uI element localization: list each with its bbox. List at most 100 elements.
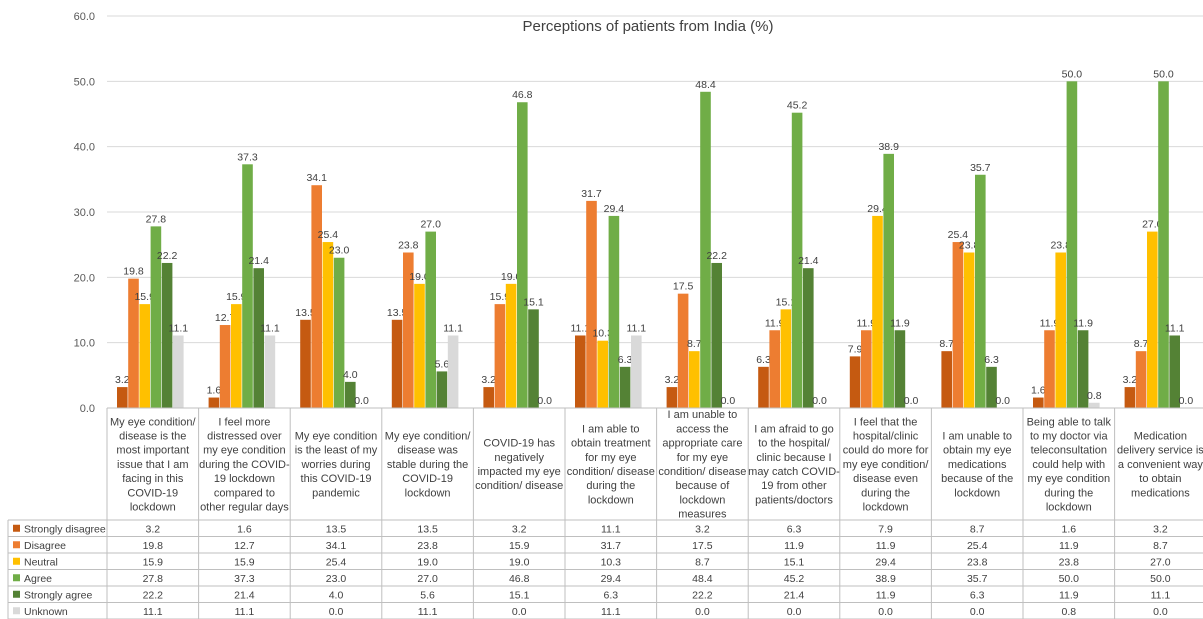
data-label: 29.4 bbox=[867, 203, 888, 215]
data-label: 19.0 bbox=[501, 271, 522, 283]
bar bbox=[505, 283, 517, 408]
table-cell: 29.4 bbox=[601, 573, 622, 585]
category-label: I am able to obtain treatment for my eye co… bbox=[567, 423, 655, 506]
table-cell: 0.8 bbox=[1061, 606, 1076, 618]
table-cell: 15.1 bbox=[784, 556, 805, 568]
y-tick-label: 10.0 bbox=[74, 338, 95, 350]
table-cell: 11.1 bbox=[1151, 589, 1171, 601]
table-cell: 8.7 bbox=[970, 523, 985, 535]
table-cell: 31.7 bbox=[601, 540, 622, 552]
bar bbox=[963, 252, 975, 408]
bar bbox=[1033, 397, 1044, 408]
bar bbox=[941, 351, 952, 408]
y-tick-label: 0.0 bbox=[80, 403, 95, 415]
data-label: 3.2 bbox=[665, 374, 680, 386]
table-cell: 11.1 bbox=[601, 523, 621, 535]
y-tick-label: 20.0 bbox=[74, 272, 95, 284]
data-label: 22.2 bbox=[706, 250, 727, 262]
table-cell: 23.0 bbox=[326, 573, 347, 585]
bar bbox=[677, 293, 689, 408]
table-cell: 21.4 bbox=[234, 589, 255, 601]
bar bbox=[597, 340, 608, 408]
table-cell: 8.7 bbox=[1153, 540, 1168, 552]
table-cell: 38.9 bbox=[875, 573, 896, 585]
bar bbox=[586, 200, 597, 408]
bar bbox=[425, 231, 436, 408]
data-label: 1.6 bbox=[1031, 385, 1046, 397]
table-cell: 7.9 bbox=[878, 523, 893, 535]
legend-label: Neutral bbox=[24, 556, 58, 568]
data-label: 23.8 bbox=[398, 240, 419, 252]
bar bbox=[322, 242, 334, 408]
table-cell: 11.9 bbox=[876, 540, 896, 552]
category-label: My eye condition/disease is the most impo… bbox=[110, 416, 197, 513]
bar bbox=[300, 319, 311, 408]
data-label: 13.5 bbox=[387, 307, 408, 319]
table-cell: 0.0 bbox=[878, 606, 893, 618]
bar bbox=[447, 335, 459, 408]
table-cell: 25.4 bbox=[326, 556, 347, 568]
bar bbox=[986, 366, 997, 408]
data-label: 31.7 bbox=[581, 188, 602, 200]
table-cell: 5.6 bbox=[420, 589, 435, 601]
data-label: 0.0 bbox=[812, 395, 827, 407]
data-label: 0.0 bbox=[995, 395, 1010, 407]
bar bbox=[128, 278, 139, 408]
data-label: 34.1 bbox=[306, 172, 327, 184]
table-cell: 12.7 bbox=[234, 540, 255, 552]
table-cell: 35.7 bbox=[967, 573, 988, 585]
table-cell: 19.0 bbox=[417, 556, 438, 568]
data-label: 6.3 bbox=[984, 354, 999, 366]
table-cell: 37.3 bbox=[234, 573, 255, 585]
data-label: 1.6 bbox=[207, 385, 222, 397]
bar bbox=[1066, 81, 1078, 408]
data-label: 21.4 bbox=[798, 255, 819, 267]
data-label: 12.7 bbox=[215, 312, 236, 324]
bar bbox=[1055, 252, 1066, 408]
category-label: Medication delivery service is a convenien… bbox=[1117, 431, 1203, 500]
table-cell: 15.9 bbox=[234, 556, 255, 568]
data-label: 19.8 bbox=[123, 266, 144, 278]
category-label: I am afraid to go to the hospital/clinic … bbox=[748, 423, 840, 506]
data-label: 27.0 bbox=[420, 219, 441, 231]
legend-label: Disagree bbox=[24, 540, 66, 552]
table-cell: 6.3 bbox=[787, 523, 802, 535]
bar bbox=[1169, 335, 1180, 408]
data-label: 4.0 bbox=[343, 369, 358, 381]
table-cell: 15.9 bbox=[509, 540, 530, 552]
table-cell: 27.0 bbox=[417, 573, 438, 585]
data-label: 6.3 bbox=[756, 354, 771, 366]
table-cell: 11.9 bbox=[784, 540, 804, 552]
data-label: 0.0 bbox=[537, 395, 552, 407]
legend-swatch bbox=[13, 541, 20, 549]
bar bbox=[436, 371, 448, 408]
data-label: 11.9 bbox=[765, 317, 785, 329]
data-label: 0.0 bbox=[1179, 395, 1194, 407]
data-label: 11.9 bbox=[1040, 317, 1060, 329]
bar bbox=[414, 283, 425, 408]
table-cell: 0.0 bbox=[512, 606, 527, 618]
data-label: 50.0 bbox=[1153, 68, 1174, 80]
data-label: 11.9 bbox=[1073, 317, 1093, 329]
data-label: 11.1 bbox=[260, 322, 280, 334]
data-label: 23.0 bbox=[329, 245, 350, 257]
data-label: 11.9 bbox=[890, 317, 910, 329]
data-label: 11.1 bbox=[1165, 322, 1185, 334]
table-cell: 27.0 bbox=[1150, 556, 1171, 568]
bar bbox=[528, 309, 539, 408]
data-label: 10.3 bbox=[592, 328, 613, 340]
bar bbox=[872, 215, 883, 408]
table-cell: 19.8 bbox=[143, 540, 164, 552]
category-label: COVID-19 has negatively impacted my eye con… bbox=[475, 438, 563, 493]
bar bbox=[608, 215, 620, 408]
data-label: 15.1 bbox=[523, 296, 544, 308]
category-label: My eye condition is the least of my worrie… bbox=[295, 431, 378, 500]
data-label: 21.4 bbox=[248, 255, 269, 267]
table-cell: 50.0 bbox=[1059, 573, 1080, 585]
table-cell: 11.1 bbox=[143, 606, 163, 618]
y-tick-label: 60.0 bbox=[74, 11, 95, 23]
bar bbox=[575, 335, 586, 408]
table-cell: 27.8 bbox=[143, 573, 164, 585]
legend-swatch bbox=[13, 524, 20, 532]
table-cell: 48.4 bbox=[692, 573, 713, 585]
